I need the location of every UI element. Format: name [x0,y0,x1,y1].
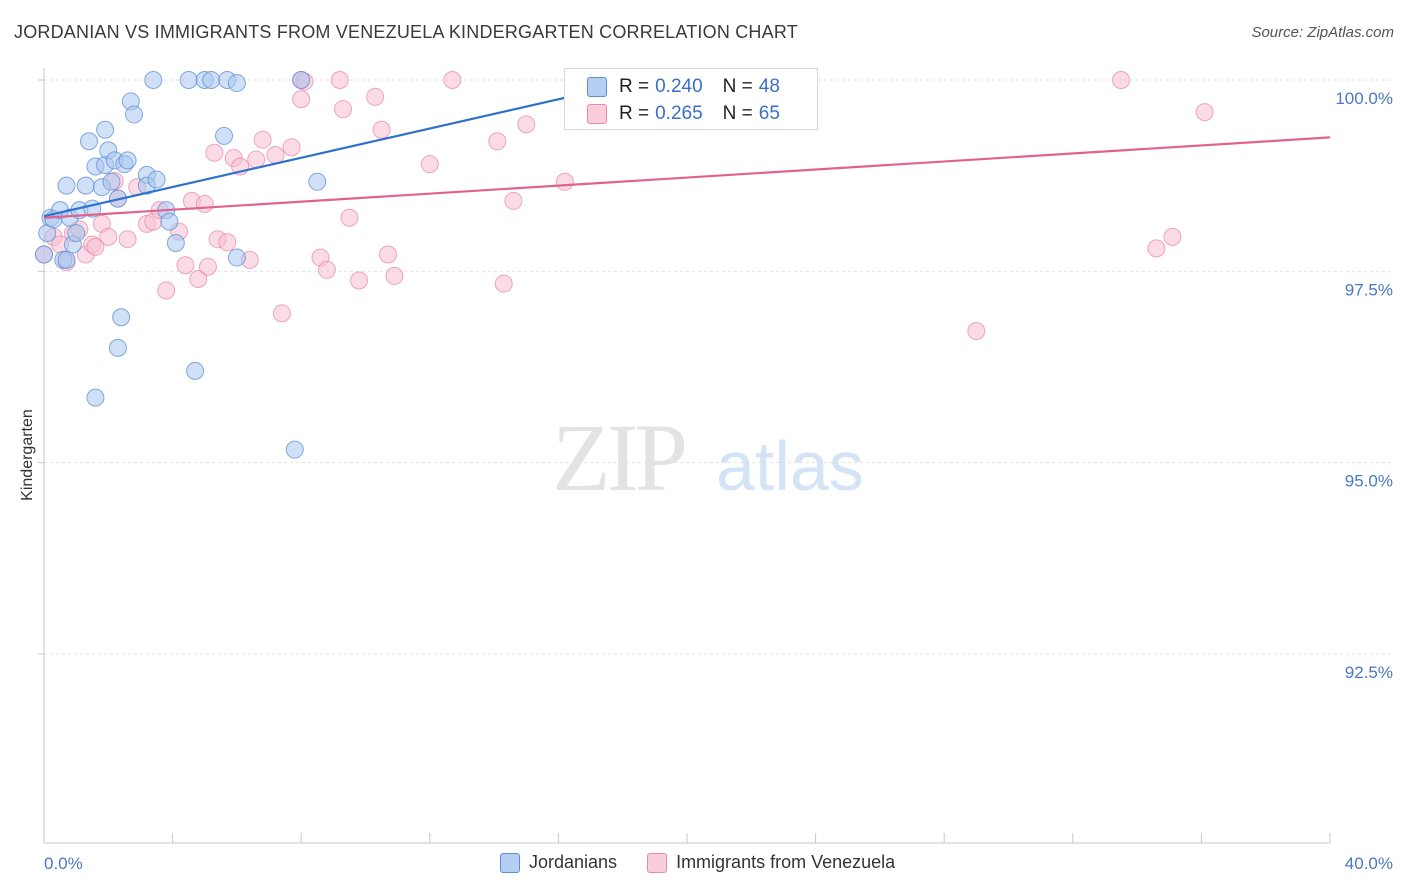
jordanian-point [125,105,144,124]
y-tick-label: 100.0% [1335,89,1393,108]
legend-label: Immigrants from Venezuela [676,852,896,872]
venezuela-point [292,90,311,109]
jordanian-point [308,172,327,191]
venezuela-point [157,281,176,300]
venezuela-point [372,120,391,139]
watermark: ZIP atlas [552,404,864,511]
chart-title: JORDANIAN VS IMMIGRANTS FROM VENEZUELA K… [14,22,798,42]
legend-item-venezuela[interactable]: Immigrants from Venezuela [647,852,895,873]
venezuela-point [504,191,523,210]
n-label: N = [722,76,753,97]
venezuela-point [272,304,291,323]
jordanian-point [227,74,246,93]
jordanian-point [102,172,121,191]
venezuela-point [195,194,214,213]
jordanian-point [112,308,131,327]
venezuela-legend-swatch [647,852,668,873]
jordanian-point [35,245,53,264]
venezuela-point [350,271,369,290]
venezuela-point [385,266,404,285]
venezuela-point [205,143,224,162]
venezuela-point [189,269,208,288]
stats-row-venezuela: R = 0.265 N = 65 [587,102,780,126]
jordanian-point [160,212,179,231]
n-value: 65 [758,103,780,124]
tick-label-layer: 100.0% 97.5% 95.0% 92.5% 0.0% 40.0% [44,89,1393,873]
stats-row-jordanians: R = 0.240 N = 48 [587,75,780,99]
venezuela-point [86,237,105,256]
jordanian-point [57,176,76,195]
y-tick-label: 95.0% [1345,472,1393,491]
r-label: R = [619,103,650,124]
points-layer [35,71,1214,459]
legend-item-jordanians[interactable]: Jordanians [500,852,617,873]
venezuela-point [176,256,195,275]
legend-label: Jordanians [529,852,618,872]
venezuela-point [99,227,118,246]
n-label: N = [722,103,753,124]
jordanian-point [86,388,105,407]
venezuela-point [1195,103,1214,122]
x-tick-label: 0.0% [44,854,83,873]
venezuela-point [366,87,385,106]
jordanian-point [186,361,205,380]
venezuela-point [488,132,507,151]
jordanian-point [144,71,163,89]
venezuela-point [218,233,237,252]
venezuela-point [1147,239,1166,258]
r-label: R = [619,76,650,97]
jordanian-point [67,224,86,243]
venezuela-point [494,274,513,293]
jordanians-legend-swatch [500,852,520,873]
venezuela-point [517,115,536,134]
x-tick-label: 40.0% [1345,854,1393,873]
jordanian-point [179,71,198,89]
jordanian-point [108,338,127,357]
stats-legend-box: R = 0.240 N = 48 R = 0.265 N = 65 [564,68,818,130]
venezuela-point [379,245,398,264]
jordanian-point [227,248,246,267]
jordanian-point [215,126,234,145]
watermark-atlas: atlas [716,427,864,505]
y-tick-label: 92.5% [1345,663,1393,682]
axis-layer [38,68,1331,844]
jordanian-point [118,151,137,170]
jordanian-point [166,234,185,253]
jordanian-point [285,440,304,459]
venezuela-point [333,100,352,119]
jordanian-point [147,170,166,189]
venezuela-point [330,71,349,89]
n-value: 48 [758,76,780,97]
venezuela-point [282,138,301,157]
jordanian-point [76,176,95,195]
r-value: 0.240 [655,76,703,97]
r-value: 0.265 [655,103,703,124]
venezuela-point [1112,71,1131,89]
jordanian-point [96,120,115,139]
venezuela-point [443,71,462,89]
venezuela-point [967,322,986,341]
venezuela-point [340,208,359,227]
jordanian-point [57,250,76,269]
venezuela-point [253,130,272,149]
venezuela-point [198,257,217,276]
jordanians-swatch [587,77,607,97]
chart-legend: Jordanians Immigrants from Venezuela [500,852,895,873]
venezuela-point [118,230,137,249]
venezuela-point [317,260,336,279]
venezuela-trend-line [43,136,1331,219]
source-label: Source: ZipAtlas.com [1251,24,1394,41]
jordanian-point [202,71,221,89]
venezuela-point [266,146,285,165]
jordanian-point [292,71,311,89]
venezuela-point [555,172,574,191]
y-tick-label: 97.5% [1345,280,1393,299]
venezuela-swatch [587,104,607,124]
venezuela-point [420,155,439,174]
jordanian-point [80,132,99,151]
watermark-zip: ZIP [552,404,685,511]
venezuela-point [1163,227,1182,246]
